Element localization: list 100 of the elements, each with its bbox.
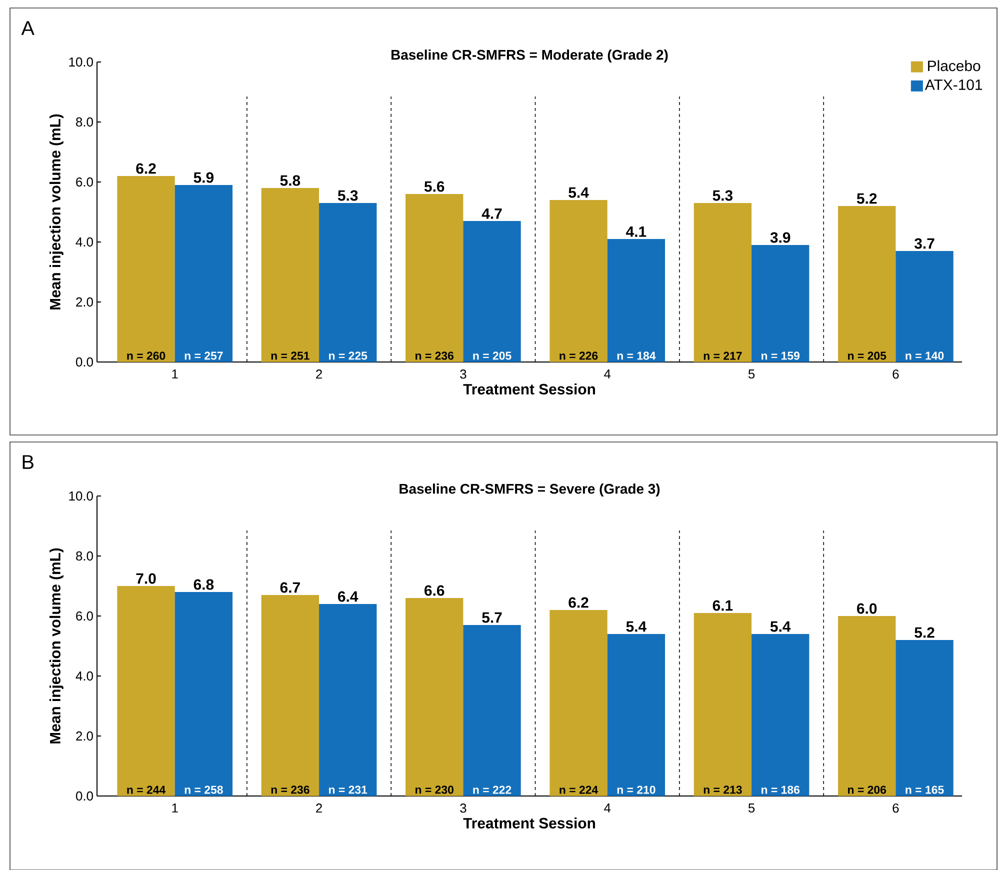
data-label: 7.0 — [136, 573, 156, 584]
y-tick-label: 2.0 — [76, 297, 93, 307]
annotation: n = 257 — [184, 352, 223, 360]
y-tick-label: 0.0 — [76, 357, 93, 367]
bar — [117, 586, 175, 796]
data-label: 4.1 — [626, 226, 646, 237]
annotation: n = 225 — [329, 352, 368, 360]
x-tick-label: 2 — [316, 370, 322, 379]
chart-title: Baseline CR-SMFRS = Severe (Grade 3) — [400, 484, 660, 497]
y-tick-label: 0.0 — [76, 791, 93, 801]
data-label: 3.7 — [914, 238, 934, 249]
bar — [694, 612, 752, 796]
annotation: n = 230 — [416, 786, 454, 794]
x-tick-label: 2 — [316, 804, 322, 813]
bar — [117, 176, 175, 362]
data-label: 5.4 — [770, 621, 791, 632]
y-tick-label: 4.0 — [76, 237, 93, 247]
data-label: 6.4 — [338, 591, 358, 602]
chart-title: Baseline CR-SMFRS = Moderate (Grade 2) — [392, 50, 668, 63]
bar — [607, 634, 666, 796]
x-tick-label: 4 — [604, 804, 611, 812]
data-label: 5.9 — [194, 172, 214, 183]
annotation: n = 165 — [906, 786, 944, 794]
bar — [261, 594, 320, 796]
bar — [406, 598, 464, 796]
data-label: 6.2 — [568, 597, 588, 608]
y-tick-label: 6.0 — [76, 177, 93, 187]
bar — [896, 250, 954, 362]
data-label: 5.4 — [568, 187, 589, 198]
data-label: 6.1 — [712, 600, 733, 611]
annotation: n = 213 — [704, 786, 742, 794]
data-label: 5.6 — [424, 181, 444, 192]
annotation: n = 184 — [617, 352, 656, 360]
annotation: n = 236 — [271, 786, 310, 794]
annotation: n = 206 — [848, 786, 886, 794]
x-tick-label: 5 — [748, 370, 755, 379]
bar — [752, 634, 810, 796]
y-tick-label: 8.0 — [76, 117, 93, 127]
data-label: 5.2 — [856, 193, 877, 204]
bar — [319, 202, 377, 362]
x-tick-label: 5 — [748, 804, 755, 813]
x-tick-label: 1 — [172, 804, 178, 812]
annotation: n = 251 — [271, 352, 310, 360]
annotation: n = 222 — [473, 786, 512, 794]
annotation: n = 244 — [127, 786, 166, 794]
bar — [896, 640, 954, 796]
data-label: 5.7 — [482, 612, 502, 623]
y-axis-title: Mean injection volume (mL) — [50, 114, 64, 310]
bar — [406, 194, 464, 362]
y-tick-label: 10.0 — [69, 57, 93, 67]
bar — [694, 202, 752, 362]
annotation: n = 260 — [127, 352, 166, 360]
y-axis-title: Mean injection volume (mL) — [50, 548, 64, 744]
bar — [463, 624, 521, 796]
annotation: n = 231 — [329, 786, 368, 794]
annotation: n = 226 — [560, 352, 598, 360]
data-label: 3.9 — [770, 232, 790, 243]
x-tick-label: 3 — [460, 370, 466, 379]
annotation: n = 186 — [762, 786, 800, 794]
data-label: 5.3 — [712, 190, 733, 201]
annotation: n = 236 — [416, 352, 454, 360]
x-axis-title: Treatment Session — [463, 818, 595, 828]
x-tick-label: 4 — [604, 370, 611, 378]
annotation: n = 217 — [704, 352, 742, 360]
bar — [607, 238, 666, 362]
y-tick-label: 6.0 — [76, 611, 93, 621]
y-tick-label: 2.0 — [76, 731, 93, 741]
x-axis-title: Treatment Session — [463, 384, 595, 394]
y-tick-label: 8.0 — [76, 551, 93, 561]
annotation: n = 258 — [184, 786, 223, 794]
annotation: n = 224 — [560, 786, 598, 794]
text: B — [22, 455, 34, 469]
legend-label: ATX-101 — [924, 79, 982, 90]
x-tick-label: 6 — [892, 370, 899, 379]
bar — [550, 200, 608, 362]
data-label: 6.0 — [857, 603, 877, 614]
bar — [174, 184, 233, 362]
bar — [261, 188, 320, 362]
data-label: 6.6 — [424, 585, 444, 596]
data-label: 5.4 — [626, 621, 646, 632]
annotation: n = 159 — [762, 352, 800, 360]
bar — [174, 592, 233, 796]
data-label: 6.8 — [194, 579, 214, 590]
data-label: 5.2 — [914, 627, 934, 638]
data-label: 6.7 — [280, 582, 300, 593]
data-label: 4.7 — [482, 208, 502, 219]
y-tick-label: 4.0 — [76, 671, 93, 681]
bar — [838, 616, 896, 796]
x-tick-label: 3 — [460, 804, 466, 813]
annotation: n = 210 — [617, 786, 656, 794]
legend-label: Placebo — [928, 60, 980, 72]
bar — [550, 610, 608, 796]
data-label: 5.3 — [338, 190, 358, 201]
x-tick-label: 6 — [892, 804, 899, 813]
annotation: n = 140 — [906, 352, 944, 360]
data-label: 5.8 — [280, 175, 300, 186]
bar — [838, 206, 896, 362]
annotation: n = 205 — [848, 352, 886, 360]
bar — [319, 604, 377, 796]
y-tick-label: 10.0 — [69, 491, 93, 501]
